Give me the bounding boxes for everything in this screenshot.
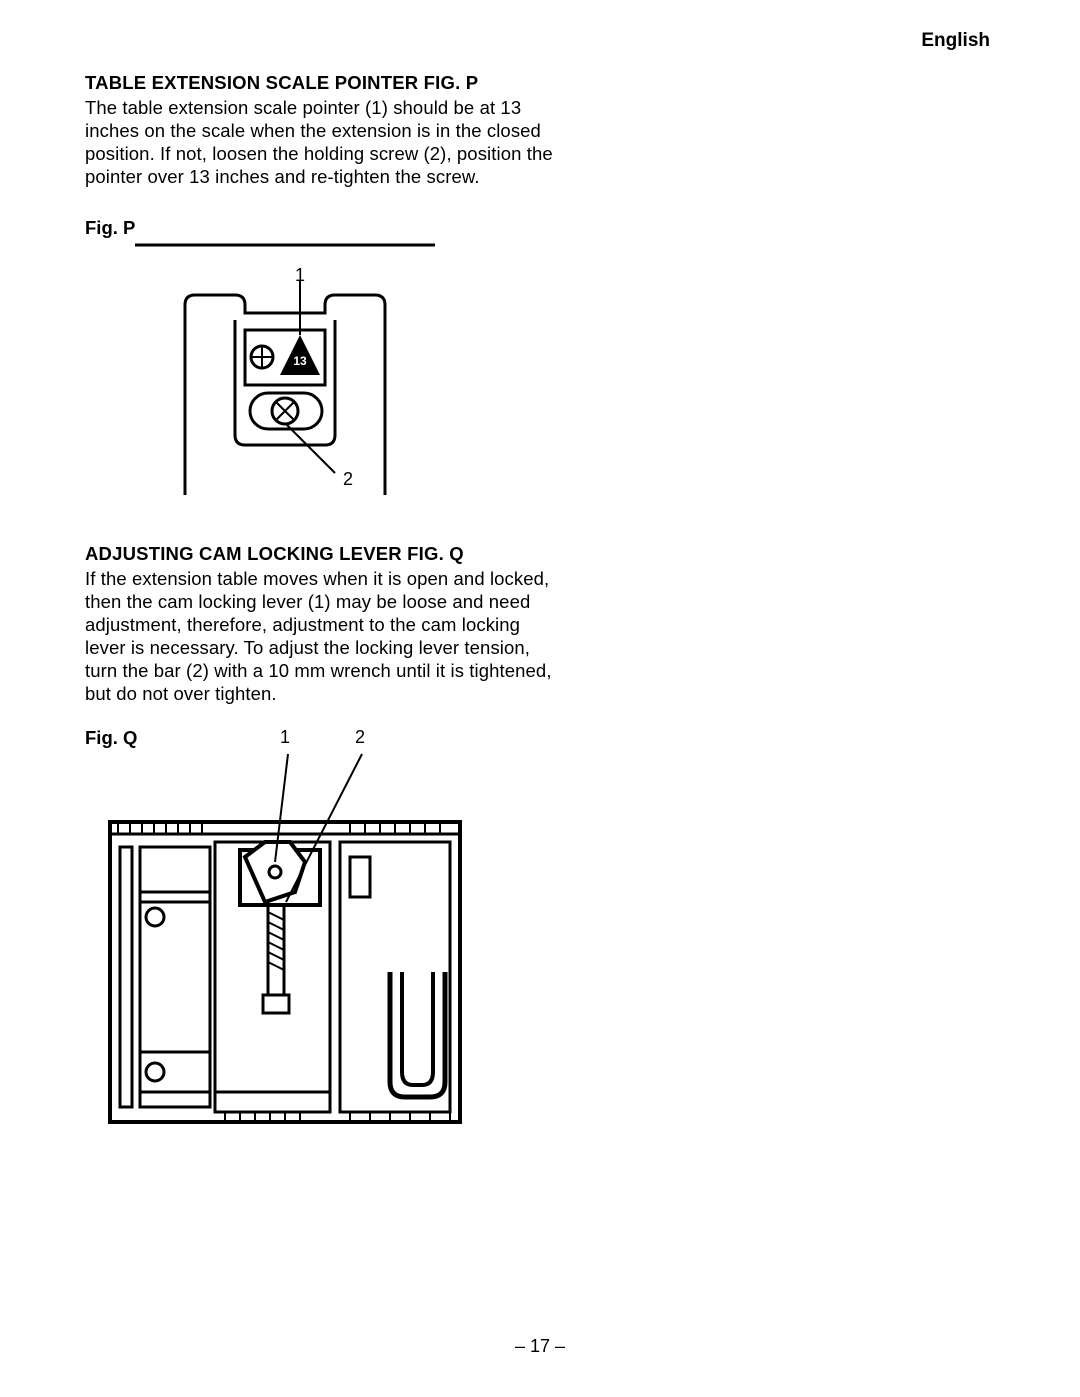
section2-heading: ADJUSTING CAM LOCKING LEVER FIG. Q — [85, 543, 555, 565]
figure-q: Fig. Q 1 2 — [85, 727, 555, 1147]
section1-heading: TABLE EXTENSION SCALE POINTER FIG. P — [85, 72, 555, 94]
section2-body: If the extension table moves when it is … — [85, 567, 555, 706]
content-column: TABLE EXTENSION SCALE POINTER FIG. P The… — [85, 72, 555, 1147]
language-label: English — [921, 30, 990, 52]
page: English TABLE EXTENSION SCALE POINTER FI… — [0, 0, 1080, 1397]
figure-p-callout-1: 1 — [295, 265, 305, 286]
figure-p: Fig. P 13 — [85, 217, 555, 537]
figure-p-callout-2: 2 — [343, 469, 353, 490]
page-number: – 17 – — [0, 1336, 1080, 1357]
section1-body: The table extension scale pointer (1) sh… — [85, 96, 555, 189]
pointer-value: 13 — [293, 354, 307, 368]
figure-q-diagram — [90, 742, 480, 1142]
